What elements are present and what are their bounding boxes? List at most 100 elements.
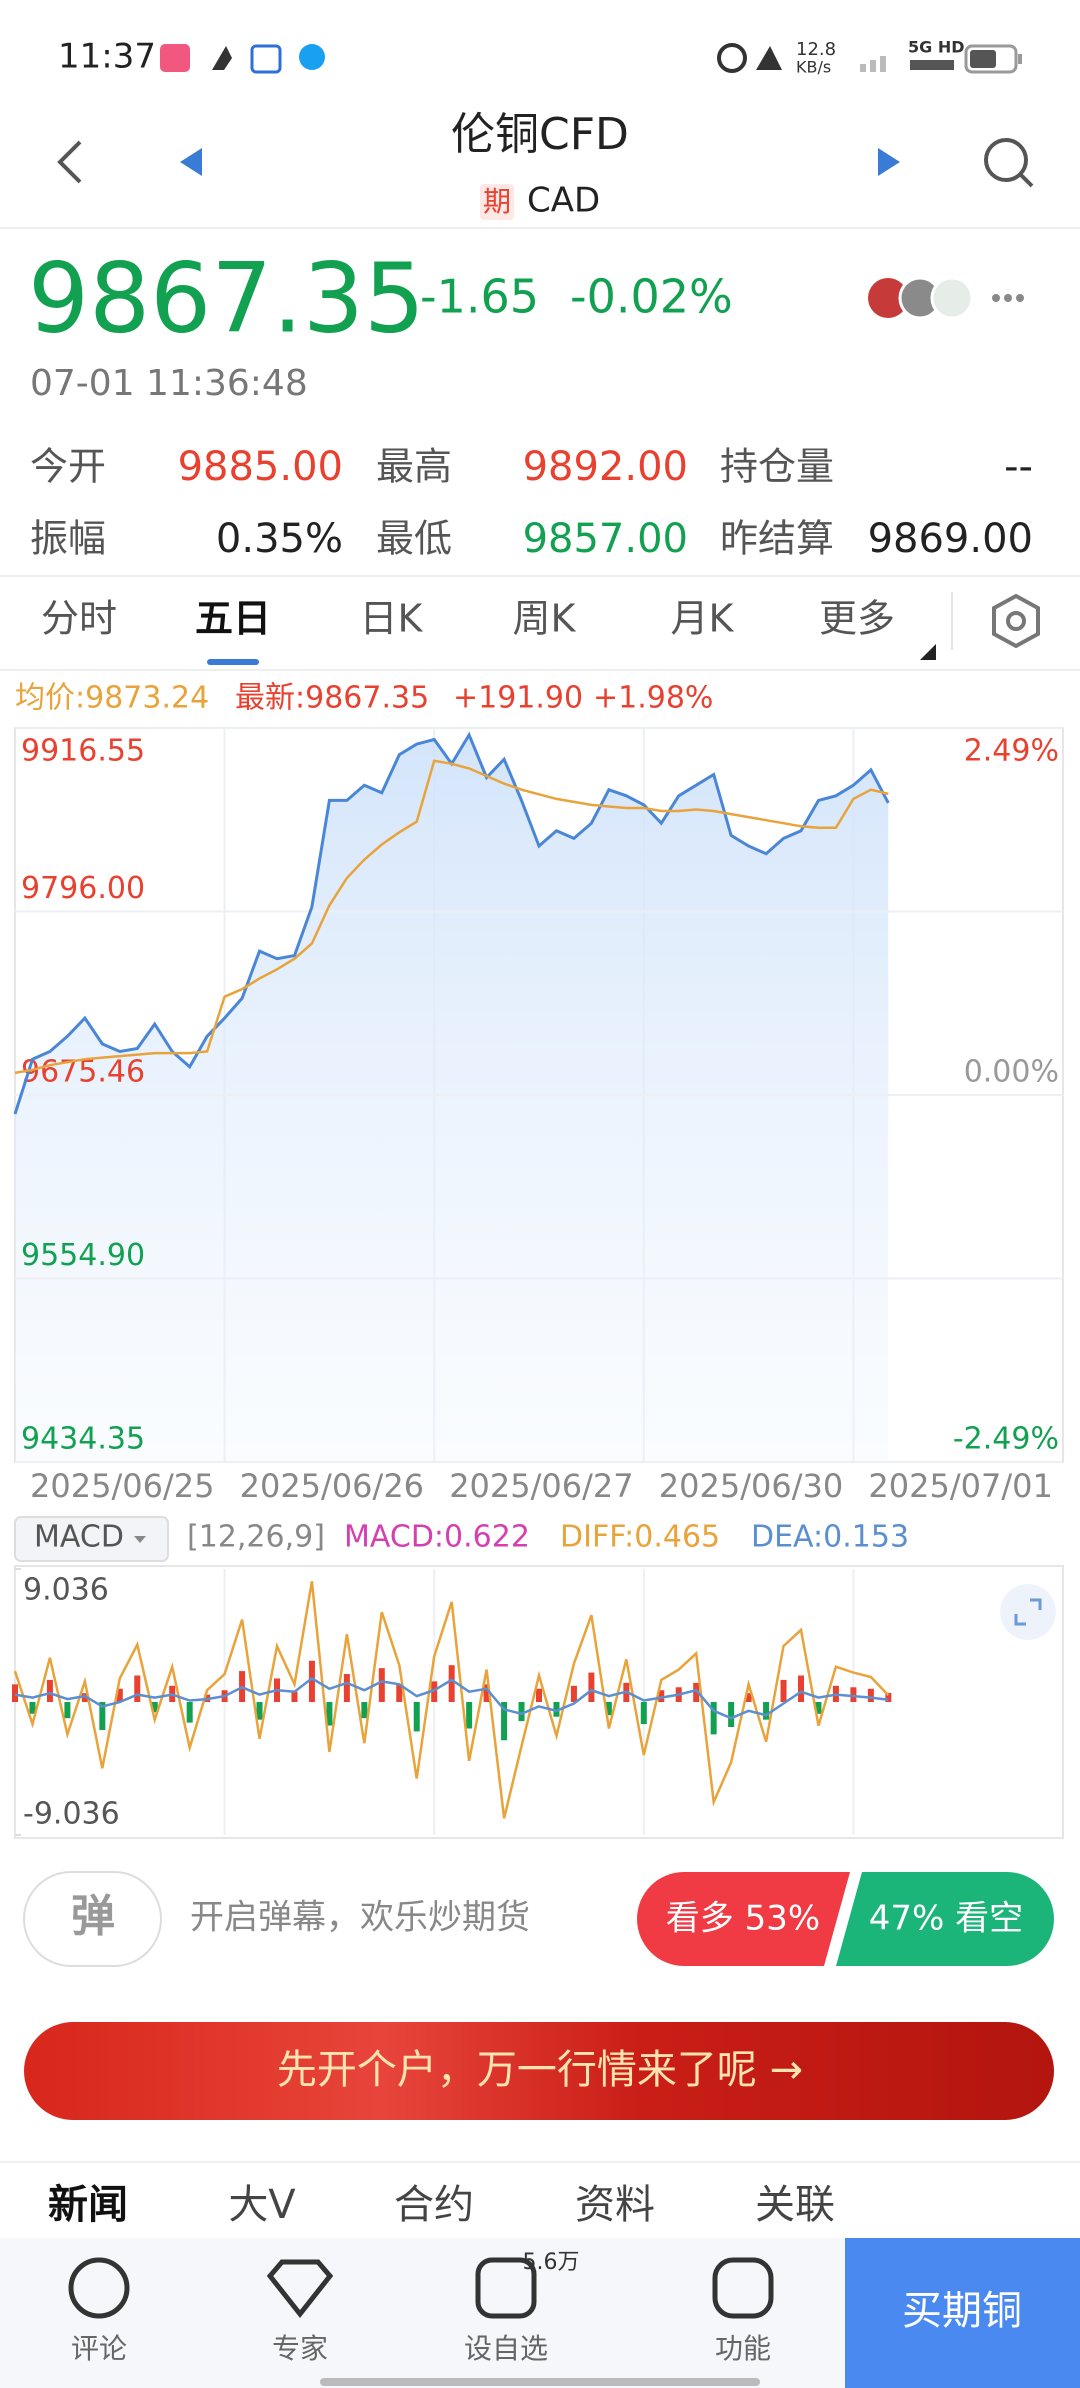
macd-bar [815,1702,822,1714]
bull-text: 看多 53% [666,1899,820,1939]
diff-line [13,1581,890,1819]
readout: DEA:0.153 [751,1520,909,1555]
stat-label: 昨结算 [720,517,834,561]
avg-line [14,759,889,1075]
news-tab[interactable]: 新闻 [48,2182,128,2228]
news-tab[interactable]: 关联 [755,2182,835,2228]
settings-button[interactable] [992,593,1040,649]
macd-bar [361,1702,368,1719]
macd-bar [326,1702,333,1726]
pct-readout: +1.98% [593,681,713,716]
header: 伦铜CFD 期 CAD [0,109,1080,229]
stat-label: 今开 [30,445,106,489]
macd-chart: MACD [12,26,9] MACD:0.622 DIFF:0.465 DEA:0.1… [12,1516,1064,1839]
macd-bar [588,1672,595,1702]
macd-bar [12,1684,18,1702]
macd-bar [134,1675,141,1702]
avatar[interactable] [868,278,908,318]
search-button[interactable] [984,138,1028,182]
status-time: 11:37 [58,37,156,77]
buy-button[interactable] [845,2238,1080,2388]
nav-label[interactable]: 功能 [715,2332,771,2365]
danmu-button[interactable] [23,1871,162,1967]
stat-value: 9857.00 [523,516,688,562]
banner-button[interactable] [24,2022,1054,2120]
y2-tick-label: 2.49% [964,734,1059,769]
indicator-name[interactable]: MACD [34,1520,124,1555]
change-readout: +191.90 [453,681,583,716]
tab[interactable]: 分时 [41,597,117,641]
y-tick-label: -9.036 [23,1797,120,1832]
macd-bar [570,1685,577,1702]
tab[interactable]: 周K [513,597,577,641]
tab[interactable]: 月K [671,597,735,641]
nav-label[interactable]: 评论 [71,2332,127,2365]
readout: DIFF:0.465 [560,1520,720,1555]
indicator-dropdown[interactable] [14,1516,169,1562]
nav-icon[interactable] [266,2259,334,2319]
buy-text: 买期铜 [902,2288,1022,2334]
signal-icon [870,60,876,72]
y-tick-label: 9554.90 [21,1238,145,1273]
chart-legend: 均价:9873.24 最新:9867.35 +191.90 +1.98% [15,681,713,716]
tab[interactable]: 更多 [819,597,895,641]
y-tick-label: 9434.35 [21,1422,145,1457]
avg-readout: 均价:9873.24 [15,681,209,716]
macd-bar [763,1702,770,1720]
macd-bar [553,1702,560,1717]
more-dot[interactable] [992,294,1000,302]
news-tab[interactable]: 资料 [575,2182,655,2228]
danmu-text[interactable]: 开启弹幕，欢乐炒期货 [190,1898,530,1938]
news-tab[interactable]: 大V [228,2182,296,2228]
nav-icon[interactable] [712,2257,774,2319]
dea-line [14,1676,889,1720]
macd-bar [867,1688,874,1702]
prev-button[interactable] [180,148,202,176]
news-tab[interactable]: 合约 [394,2182,474,2228]
home-indicator [320,2378,760,2386]
macd-bar [448,1665,455,1702]
stat-value: 9885.00 [178,444,343,490]
next-button[interactable] [878,148,900,176]
expand-button[interactable] [1000,1584,1056,1640]
avatar[interactable] [930,276,974,320]
macd-bar [151,1702,158,1713]
bull-button[interactable] [637,1872,850,1966]
settings-hole [1006,611,1026,631]
tab[interactable]: 日K [360,597,424,641]
bear-button[interactable] [836,1872,1054,1966]
x-tick-label: 2025/07/01 [868,1467,1052,1505]
macd-bar [501,1702,508,1741]
dropdown-arrow [134,1536,146,1543]
stat-label: 振幅 [30,517,106,561]
net-speed: 12.8 [796,39,836,60]
change-pct: -0.02% [570,270,733,324]
macd-bar [885,1692,892,1702]
back-button[interactable] [57,140,82,184]
app-icon [299,44,325,70]
mute-icon [756,46,782,70]
more-dot [1004,294,1012,302]
macd-bar [291,1691,298,1702]
nav-label[interactable]: 设自选 [464,2332,548,2365]
macd-bar [256,1702,263,1720]
stats: 今开 9885.00 最高 9892.00 持仓量 -- 振幅 0.35% 最低 9857.00 昨… [30,444,1033,562]
nav-label[interactable]: 专家 [272,2332,328,2365]
x-tick-label: 2025/06/30 [659,1467,843,1505]
tab[interactable]: 五日 [195,597,271,641]
macd-bar [850,1687,857,1702]
nav-icon[interactable] [68,2257,130,2319]
macd-bar [81,1693,88,1702]
x-tick-label: 2025/06/26 [240,1467,424,1505]
price-chart: 9916.559796.009675.469554.909434.352.49%… [13,727,1064,1505]
more-indicator [920,644,936,660]
nav-icon[interactable] [475,2257,537,2319]
bear-text: 47% 看空 [869,1899,1023,1939]
macd-bar [728,1702,735,1728]
network-type: 5G HD [908,38,965,57]
macd-bar [64,1702,71,1719]
y2-tick-label: 0.00% [964,1055,1059,1090]
macd-bar [99,1702,106,1730]
y-tick-label: 9796.00 [21,871,145,906]
more-dot [1016,294,1024,302]
